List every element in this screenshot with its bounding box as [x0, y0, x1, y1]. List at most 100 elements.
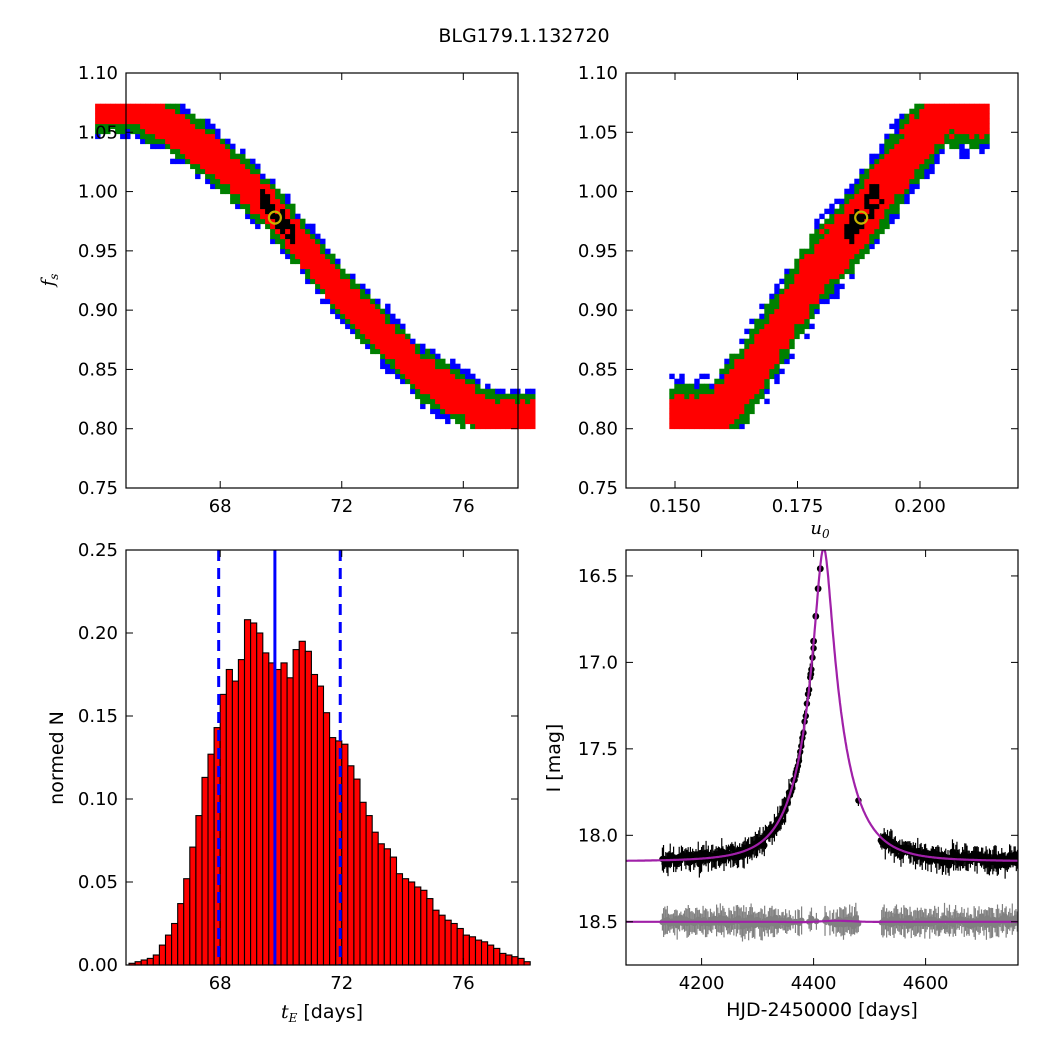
- heatmap-cell-red: [160, 113, 166, 120]
- heatmap-cell-red: [405, 373, 411, 380]
- heatmap-cell-green: [415, 348, 421, 355]
- heatmap-cell-red: [784, 298, 790, 305]
- heatmap-cell-red: [300, 228, 306, 235]
- heatmap-cell-red: [290, 218, 296, 225]
- heatmap-cell-green: [884, 148, 890, 155]
- heatmap-cell-red: [475, 393, 481, 400]
- heatmap-cell-blue: [305, 223, 311, 230]
- heatmap-cell-green: [729, 363, 735, 370]
- heatmap-cell-red: [250, 178, 256, 185]
- heatmap-cell-red: [694, 403, 700, 410]
- heatmap-cell-green: [395, 328, 401, 335]
- heatmap-cell-red: [784, 343, 790, 350]
- x-axis-label-subscript: 0: [822, 527, 830, 541]
- heatmap-cell-red: [754, 388, 760, 395]
- heatmap-cell-green: [150, 138, 156, 145]
- heatmap-cell-green: [939, 143, 945, 150]
- heatmap-cell-red: [834, 223, 840, 230]
- heatmap-cell-red: [300, 248, 306, 255]
- heatmap-cell-green: [435, 363, 441, 370]
- heatmap-cell-green: [969, 138, 975, 145]
- heatmap-cell-red: [744, 353, 750, 360]
- heatmap-cell-blue: [475, 378, 481, 385]
- heatmap-cell-green: [919, 168, 925, 175]
- panel-axes: 0.150 0.175 0.2000.750.800.850.900.951.001…: [578, 63, 1018, 517]
- heatmap-cell-red: [919, 118, 925, 125]
- heatmap-cell-red: [874, 208, 880, 215]
- heatmap-cell-red: [959, 123, 965, 130]
- heatmap-cell-green: [100, 123, 106, 130]
- heatmap-cell-green: [699, 388, 705, 395]
- heatmap-cell-red: [220, 153, 226, 160]
- heatmap-cell-blue: [530, 388, 536, 395]
- heatmap-cell-red: [699, 423, 705, 430]
- heatmap-cell-red: [804, 253, 810, 260]
- heatmap-cell-red: [225, 148, 231, 155]
- heatmap-cell-red: [909, 128, 915, 135]
- heatmap-cell-green: [440, 363, 446, 370]
- heatmap-cell-red: [784, 313, 790, 320]
- heatmap-cell-red: [789, 293, 795, 300]
- heatmap-cell-red: [100, 113, 106, 120]
- heatmap-cell-red: [854, 193, 860, 200]
- heatmap-cell-red: [984, 113, 990, 120]
- heatmap-cell-red: [330, 273, 336, 280]
- heatmap-cell-red: [909, 153, 915, 160]
- heatmap-cell-red: [425, 363, 431, 370]
- heatmap-cell-green: [909, 178, 915, 185]
- heatmap-cell-green: [899, 123, 905, 130]
- heatmap-cell-black: [854, 208, 860, 215]
- heatmap-cell-red: [959, 103, 965, 110]
- heatmap-cell-blue: [739, 338, 745, 345]
- heatmap-cell-red: [335, 268, 341, 275]
- heatmap-cell-red: [405, 338, 411, 345]
- heatmap-cell-red: [849, 198, 855, 205]
- heatmap-cell-green: [889, 208, 895, 215]
- heatmap-cell-red: [240, 188, 246, 195]
- heatmap-cell-red: [784, 333, 790, 340]
- heatmap-cell-red: [525, 413, 531, 420]
- heatmap-cell-green: [794, 258, 800, 265]
- heatmap-cell-red: [430, 368, 436, 375]
- heatmap-cell-red: [844, 218, 850, 225]
- heatmap-cell-blue: [834, 293, 840, 300]
- heatmap-cell-red: [230, 188, 236, 195]
- heatmap-cell-green: [180, 153, 186, 160]
- heatmap-cell-green: [809, 233, 815, 240]
- heatmap-cell-green: [794, 268, 800, 275]
- heatmap-cell-red: [799, 268, 805, 275]
- heatmap-cell-red: [275, 228, 281, 235]
- heatmap-cell-green: [200, 123, 206, 130]
- heatmap-cell-green: [774, 363, 780, 370]
- heatmap-cell-red: [694, 423, 700, 430]
- heatmap-cell-green: [420, 398, 426, 405]
- heatmap-cell-green: [814, 238, 820, 245]
- heatmap-cell-red: [150, 113, 156, 120]
- heatmap-cell-red: [894, 143, 900, 150]
- heatmap-cell-red: [729, 418, 735, 425]
- heatmap-cell-blue: [465, 373, 471, 380]
- heatmap-cell-red: [884, 178, 890, 185]
- heatmap-cell-blue: [929, 168, 935, 175]
- heatmap-cell-red: [949, 113, 955, 120]
- heatmap-cell-green: [215, 183, 221, 190]
- heatmap-cell-blue: [859, 168, 865, 175]
- heatmap-cell-green: [984, 133, 990, 140]
- heatmap-cell-red: [460, 383, 466, 390]
- heatmap-cell-red: [520, 398, 526, 405]
- heatmap-cell-red: [874, 173, 880, 180]
- heatmap-cell-red: [789, 298, 795, 305]
- heatmap-cell-red: [894, 183, 900, 190]
- heatmap-cell-red: [125, 108, 131, 115]
- heatmap-cell-blue: [420, 403, 426, 410]
- heatmap-cell-red: [769, 343, 775, 350]
- heatmap-cell-red: [95, 103, 101, 110]
- heatmap-cell-black: [844, 228, 850, 235]
- heatmap-cell-red: [834, 238, 840, 245]
- heatmap-cell-red: [769, 323, 775, 330]
- heatmap-cell-black: [849, 228, 855, 235]
- heatmap-cell-green: [829, 213, 835, 220]
- heatmap-cell-red: [490, 418, 496, 425]
- heatmap-cell-green: [919, 103, 925, 110]
